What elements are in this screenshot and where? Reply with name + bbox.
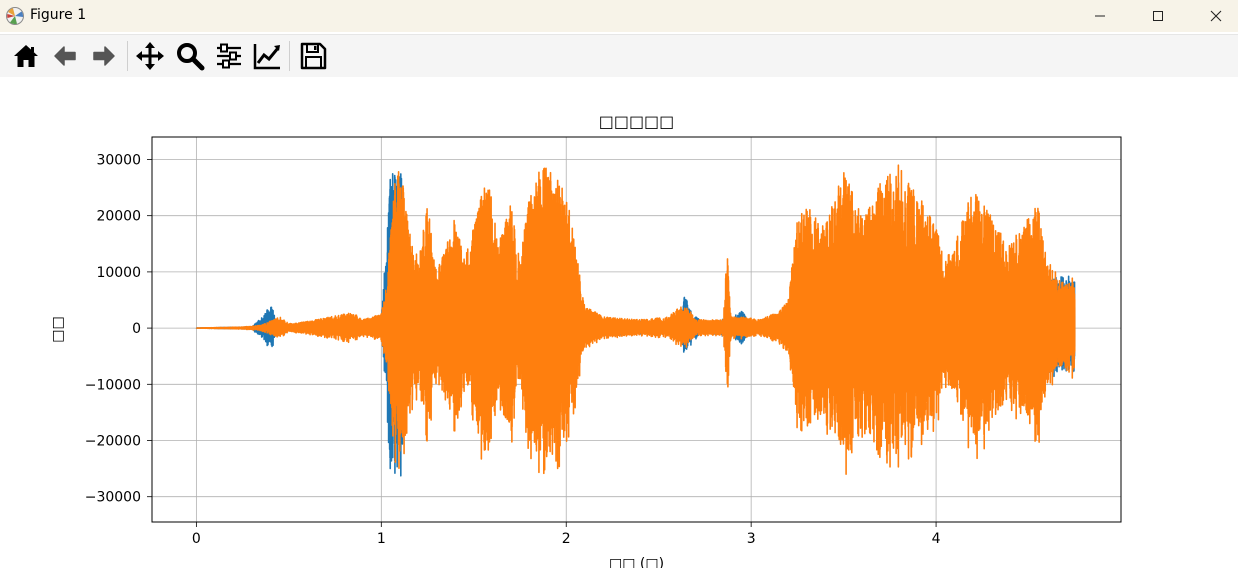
waveform-chart: 0 1 2 3 43000020000100000−10000−20000−30000 …: [50, 112, 1122, 568]
toolbar-separator: [127, 41, 128, 71]
figure-canvas[interactable]: 0 1 2 3 4 30000 20000 10000 0 −10000 −20000 −30000 …: [0, 77, 1238, 568]
home-icon: [14, 45, 38, 67]
y-tick-label: −10000: [85, 377, 141, 393]
matplotlib-app-icon: [6, 7, 24, 25]
x-tick-label: 0: [192, 531, 201, 547]
window-title: Figure 1: [30, 7, 87, 23]
toolbar-separator: [289, 41, 290, 71]
edit-axes-button[interactable]: [250, 39, 284, 73]
y-tick-label: 0: [132, 321, 141, 337]
pan-icon: [136, 42, 164, 70]
x-tick-label: 4: [932, 531, 941, 547]
close-icon: [1210, 10, 1222, 22]
x-axis-label: □□ (□): [609, 556, 664, 568]
series-line-2: [195, 164, 1076, 475]
minimize-button[interactable]: [1071, 0, 1129, 32]
y-tick-label: −30000: [85, 490, 141, 506]
y-tick-label: 10000: [96, 265, 141, 281]
x-tick-label: 3: [747, 531, 756, 547]
maximize-icon: [1153, 11, 1163, 21]
subplots-icon: [217, 43, 241, 69]
configure-subplots-button[interactable]: [212, 39, 246, 73]
forward-arrow-icon: [93, 46, 115, 66]
navigation-toolbar: [0, 34, 1238, 78]
y-axis-label: □□: [50, 316, 66, 342]
pan-button[interactable]: [133, 39, 167, 73]
save-icon: [300, 42, 327, 70]
minimize-icon: [1095, 15, 1105, 17]
ticks: 0 1 2 3 4 30000 20000 10000 0 −10000 −20000 −30000: [85, 152, 941, 547]
close-button[interactable]: [1187, 0, 1238, 32]
zoom-button[interactable]: [173, 39, 207, 73]
save-button[interactable]: [296, 39, 330, 73]
axes-frame: [151, 136, 1122, 523]
plot-lines: [195, 164, 1076, 477]
home-button[interactable]: [9, 39, 43, 73]
x-tick-label: 2: [562, 531, 571, 547]
back-button[interactable]: [48, 39, 82, 73]
title-bar: Figure 1: [0, 0, 1238, 32]
y-tick-label: −20000: [85, 434, 141, 450]
axes-edit-icon: [253, 44, 280, 70]
back-arrow-icon: [54, 46, 76, 66]
y-tick-label: 30000: [96, 152, 141, 168]
x-tick-label: 1: [377, 531, 386, 547]
maximize-button[interactable]: [1129, 0, 1187, 32]
zoom-icon: [177, 43, 205, 71]
forward-button[interactable]: [87, 39, 121, 73]
y-tick-label: 20000: [96, 209, 141, 225]
chart-title: □□□□□: [599, 112, 675, 131]
